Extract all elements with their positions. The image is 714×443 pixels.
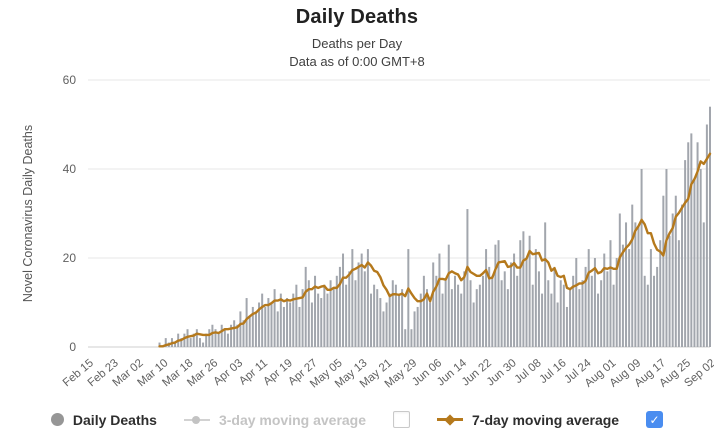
legend-label-3day-avg: 3-day moving average <box>218 411 367 428</box>
chart-canvas: 0 20 40 60 Novel Coronavirus Daily Deaths Feb… <box>21 73 714 391</box>
daily-deaths-bars <box>158 106 711 347</box>
7day-avg-marker-icon <box>437 413 464 426</box>
legend-item-daily-deaths[interactable]: Daily Deaths <box>50 411 157 428</box>
daily-deaths-marker-icon <box>50 413 64 426</box>
legend-item-3day-avg[interactable]: 3-day moving average <box>183 411 367 428</box>
chart-legend: Daily Deaths 3-day moving average 7-day … <box>0 411 714 428</box>
y-tick-labels: 0 20 40 60 <box>63 73 77 354</box>
svg-text:40: 40 <box>63 162 77 176</box>
chart-title: Daily Deaths <box>295 6 419 28</box>
svg-text:Jul 16: Jul 16 <box>537 357 568 386</box>
unchecked-checkbox[interactable] <box>393 411 411 428</box>
3day-avg-marker-icon <box>183 414 210 425</box>
svg-text:20: 20 <box>63 251 77 265</box>
check-icon: ✓ <box>649 412 660 427</box>
chart-subtitle: Deaths per Day <box>311 36 403 51</box>
svg-text:Jul 08: Jul 08 <box>513 357 544 386</box>
legend-item-7day-avg[interactable]: 7-day moving average <box>437 412 619 428</box>
7day-moving-average-line <box>158 152 712 348</box>
y-axis-label: Novel Coronavirus Daily Deaths <box>21 125 35 302</box>
chart-asof-note: Data as of 0:00 GMT+8 <box>289 54 425 69</box>
legend-label-daily-deaths: Daily Deaths <box>72 411 157 428</box>
legend-label-7day-avg: 7-day moving average <box>472 411 620 428</box>
svg-text:60: 60 <box>63 73 77 87</box>
svg-text:0: 0 <box>69 340 76 354</box>
checked-checkbox[interactable]: ✓ <box>646 411 664 428</box>
chart-header: Daily Deaths Deaths per Day Data as of 0… <box>0 6 714 69</box>
